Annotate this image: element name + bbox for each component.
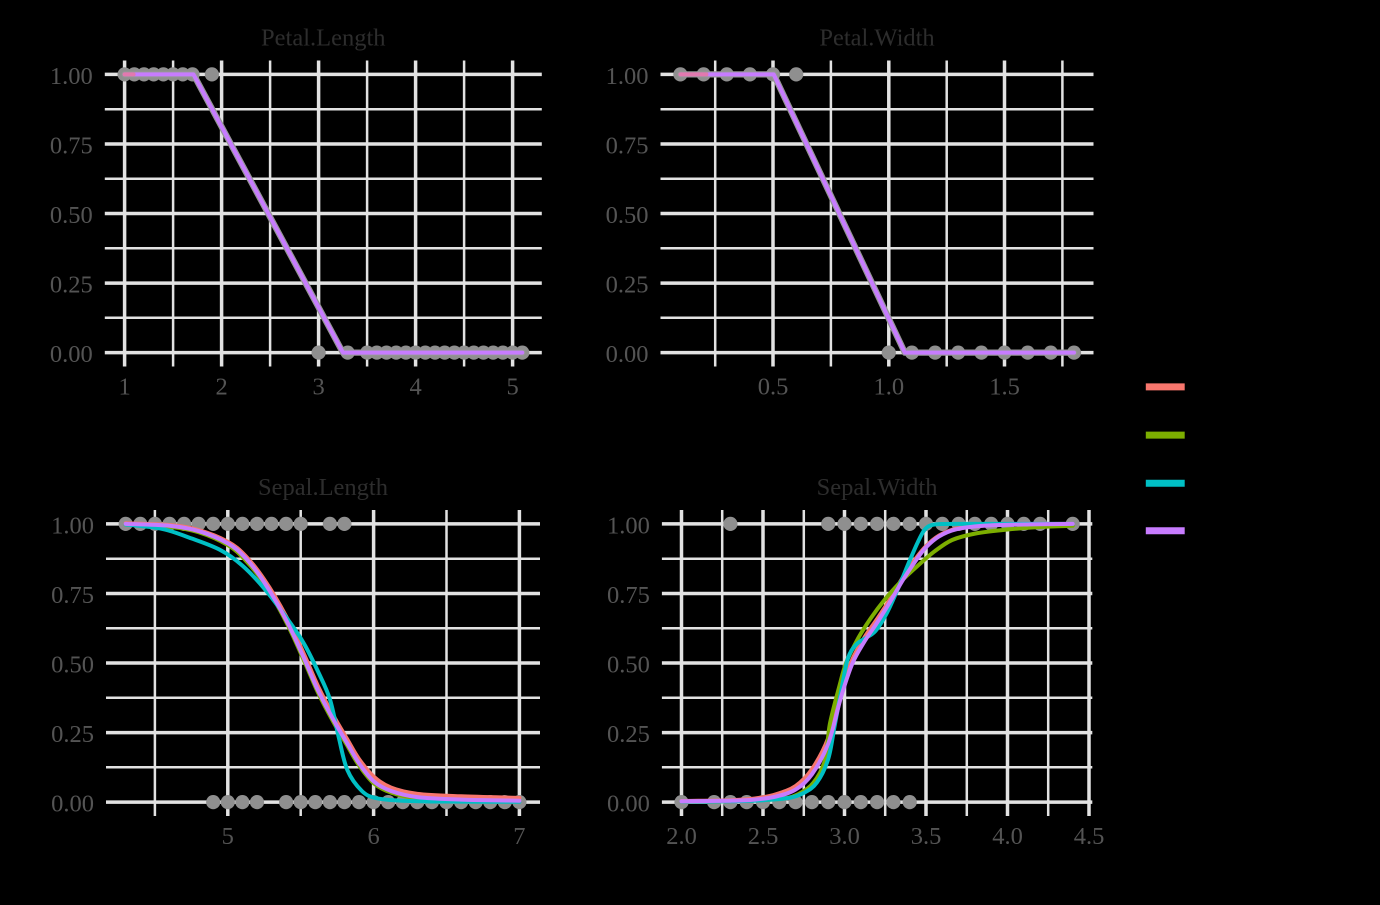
svg-text:0.50: 0.50 <box>51 651 94 678</box>
svg-text:2.0: 2.0 <box>666 823 697 850</box>
svg-text:0.50: 0.50 <box>607 651 650 678</box>
svg-text:6: 6 <box>367 823 379 850</box>
svg-text:4.5: 4.5 <box>1074 823 1105 850</box>
svg-text:2: 2 <box>215 374 227 401</box>
svg-text:0.5: 0.5 <box>758 374 789 401</box>
svg-text:0.75: 0.75 <box>607 582 650 609</box>
svg-text:7: 7 <box>513 823 525 850</box>
svg-text:1: 1 <box>118 374 130 401</box>
svg-text:2.5: 2.5 <box>748 823 779 850</box>
svg-text:1.00: 1.00 <box>50 63 93 90</box>
svg-text:1.0: 1.0 <box>873 374 904 401</box>
svg-text:0.25: 0.25 <box>607 721 650 748</box>
svg-text:0.50: 0.50 <box>606 202 649 229</box>
svg-text:5: 5 <box>506 374 518 401</box>
svg-text:4: 4 <box>409 374 421 401</box>
svg-text:0.00: 0.00 <box>51 791 94 818</box>
svg-text:0.00: 0.00 <box>606 341 649 368</box>
svg-text:5: 5 <box>222 823 234 850</box>
svg-text:0.25: 0.25 <box>50 271 93 298</box>
svg-text:4.0: 4.0 <box>992 823 1023 850</box>
svg-text:0.75: 0.75 <box>50 132 93 159</box>
svg-text:3.5: 3.5 <box>911 823 942 850</box>
svg-text:0.50: 0.50 <box>50 202 93 229</box>
svg-text:0.00: 0.00 <box>50 341 93 368</box>
svg-text:Petal.Length: Petal.Length <box>261 24 386 51</box>
svg-text:0.75: 0.75 <box>51 582 94 609</box>
svg-text:3.0: 3.0 <box>829 823 860 850</box>
svg-text:0.75: 0.75 <box>606 132 649 159</box>
svg-text:Sepal.Width: Sepal.Width <box>817 474 938 501</box>
svg-text:1.00: 1.00 <box>606 63 649 90</box>
svg-text:0.25: 0.25 <box>51 721 94 748</box>
svg-text:0.00: 0.00 <box>607 791 650 818</box>
svg-text:1.5: 1.5 <box>989 374 1020 401</box>
svg-text:Sepal.Length: Sepal.Length <box>258 474 388 501</box>
svg-text:0.25: 0.25 <box>606 271 649 298</box>
svg-text:1.00: 1.00 <box>607 512 650 539</box>
svg-text:3: 3 <box>312 374 324 401</box>
svg-text:1.00: 1.00 <box>51 512 94 539</box>
svg-text:Petal.Width: Petal.Width <box>819 24 934 51</box>
